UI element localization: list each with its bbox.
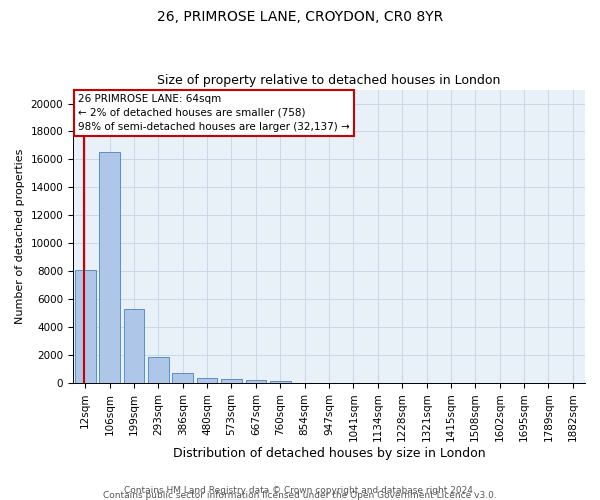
Text: 26, PRIMROSE LANE, CROYDON, CR0 8YR: 26, PRIMROSE LANE, CROYDON, CR0 8YR: [157, 10, 443, 24]
Bar: [124, 309, 145, 383]
Bar: [270, 380, 290, 383]
Text: Contains public sector information licensed under the Open Government Licence v3: Contains public sector information licen…: [103, 491, 497, 500]
Text: Contains HM Land Registry data © Crown copyright and database right 2024.: Contains HM Land Registry data © Crown c…: [124, 486, 476, 495]
Y-axis label: Number of detached properties: Number of detached properties: [15, 148, 25, 324]
Bar: [75, 270, 95, 383]
Bar: [99, 152, 120, 383]
Bar: [172, 373, 193, 383]
Text: 26 PRIMROSE LANE: 64sqm
← 2% of detached houses are smaller (758)
98% of semi-de: 26 PRIMROSE LANE: 64sqm ← 2% of detached…: [78, 94, 350, 132]
Title: Size of property relative to detached houses in London: Size of property relative to detached ho…: [157, 74, 501, 87]
Bar: [245, 380, 266, 383]
Bar: [197, 378, 217, 383]
Bar: [221, 380, 242, 383]
Bar: [148, 357, 169, 383]
X-axis label: Distribution of detached houses by size in London: Distribution of detached houses by size …: [173, 447, 485, 460]
